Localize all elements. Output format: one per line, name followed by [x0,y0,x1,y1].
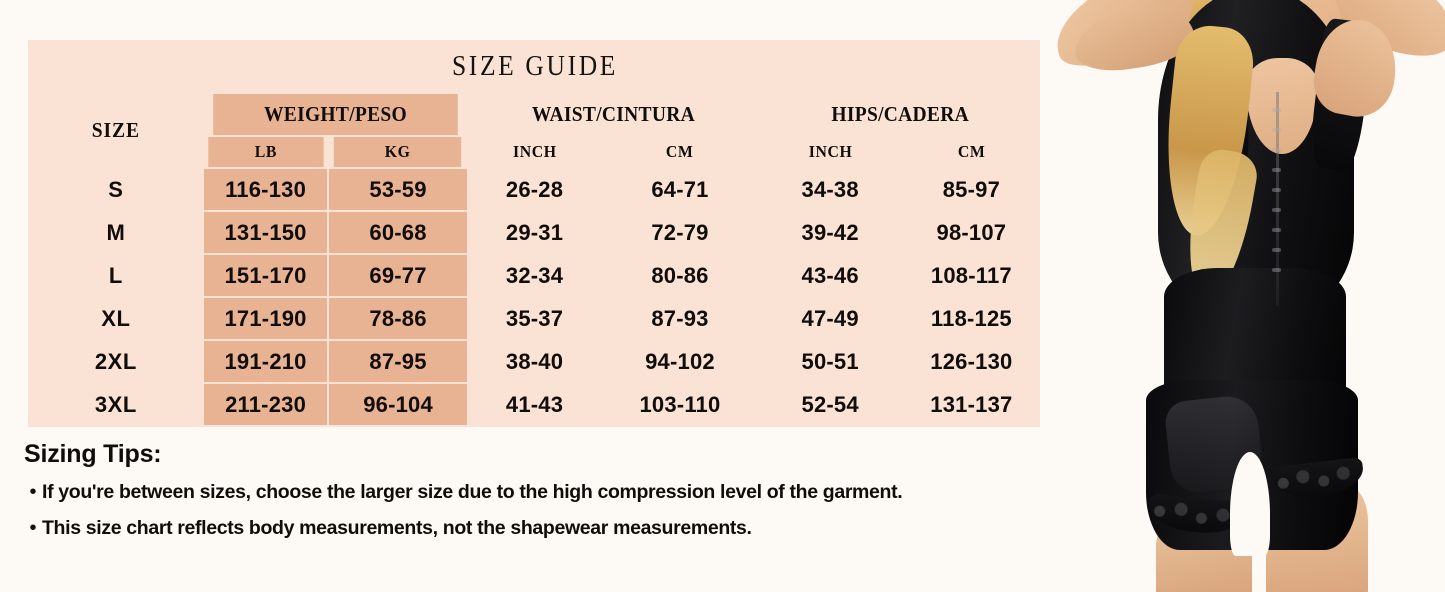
table-row: S 116-130 53-59 26-28 64-71 34-38 85-97 [30,169,1040,210]
cell-hips-cm: 118-125 [902,298,1040,339]
cell-weight-kg: 69-77 [329,255,467,296]
cell-waist-inch: 41-43 [468,384,601,425]
column-header-weight: WEIGHT/PESO [212,94,458,135]
cell-size: 2XL [30,341,202,382]
cell-waist-inch: 32-34 [468,255,601,296]
column-header-weight-lb: LB [208,137,324,167]
cell-hips-inch: 52-54 [759,384,901,425]
cell-weight-lb: 191-210 [203,341,328,382]
cell-waist-inch: 38-40 [468,341,601,382]
closure-hook-icon [1272,148,1281,152]
cell-waist-cm: 72-79 [602,212,758,253]
column-header-hips-inch: INCH [764,137,896,167]
cell-weight-lb: 171-190 [203,298,328,339]
cell-hips-inch: 34-38 [759,169,901,210]
column-header-waist: WAIST/CINTURA [478,94,748,135]
cell-weight-kg: 78-86 [329,298,467,339]
closure-hook-icon [1272,168,1281,172]
model-leg-gap [1230,452,1270,556]
column-header-size: SIZE [36,94,196,167]
size-guide-panel: SIZE GUIDE SIZE WEIGHT/PESO WAIST/CINTUR… [28,40,1042,427]
model-photo [1040,0,1445,592]
table-row: 3XL 211-230 96-104 41-43 103-110 52-54 1… [30,384,1040,425]
cell-hips-cm: 131-137 [902,384,1040,425]
cell-weight-lb: 116-130 [203,169,328,210]
table-row: M 131-150 60-68 29-31 72-79 39-42 98-107 [30,212,1040,253]
column-header-waist-cm: CM [607,137,753,167]
cell-size: L [30,255,202,296]
cell-waist-cm: 87-93 [602,298,758,339]
cell-weight-kg: 60-68 [329,212,467,253]
cell-waist-inch: 26-28 [468,169,601,210]
bullet-icon: • [29,517,37,539]
cell-hips-cm: 108-117 [902,255,1040,296]
table-row: L 151-170 69-77 32-34 80-86 43-46 108-11… [30,255,1040,296]
cell-hips-cm: 126-130 [902,341,1040,382]
cell-weight-lb: 131-150 [203,212,328,253]
table-header-row-units: LB KG INCH CM INCH CM [30,137,1040,167]
table-row: XL 171-190 78-86 35-37 87-93 47-49 118-1… [30,298,1040,339]
sizing-tips-heading: Sizing Tips: [24,440,162,468]
cell-hips-inch: 47-49 [759,298,901,339]
closure-hook-icon [1272,108,1281,112]
cell-size: M [30,212,202,253]
closure-hook-icon [1272,268,1281,272]
cell-size: S [30,169,202,210]
column-header-waist-inch: INCH [473,137,596,167]
cell-weight-lb: 211-230 [203,384,328,425]
sizing-tip-text: This size chart reflects body measuremen… [42,517,752,539]
cell-hips-inch: 39-42 [759,212,901,253]
list-item: • This size chart reflects body measurem… [24,514,984,543]
closure-hook-icon [1272,248,1281,252]
cell-waist-cm: 94-102 [602,341,758,382]
cell-weight-kg: 96-104 [329,384,467,425]
cell-size: 3XL [30,384,202,425]
cell-waist-inch: 29-31 [468,212,601,253]
table-row: 2XL 191-210 87-95 38-40 94-102 50-51 126… [30,341,1040,382]
sizing-tip-text: If you're between sizes, choose the larg… [42,481,903,503]
size-chart-table: SIZE WEIGHT/PESO WAIST/CINTURA HIPS/CADE… [28,92,1042,427]
sizing-tips-section: Sizing Tips: • If you're between sizes, … [24,440,984,550]
cell-waist-inch: 35-37 [468,298,601,339]
column-header-weight-kg: KG [334,137,462,167]
column-header-hips-cm: CM [907,137,1036,167]
cell-size: XL [30,298,202,339]
shapewear-front-closure [1276,92,1279,306]
cell-hips-cm: 85-97 [902,169,1040,210]
cell-hips-inch: 50-51 [759,341,901,382]
column-header-hips: HIPS/CADERA [769,94,1031,135]
cell-waist-cm: 103-110 [602,384,758,425]
cell-weight-kg: 87-95 [329,341,467,382]
cell-hips-cm: 98-107 [902,212,1040,253]
page-title: SIZE GUIDE [451,50,619,82]
bullet-icon: • [29,481,37,503]
table-header-row-primary: SIZE WEIGHT/PESO WAIST/CINTURA HIPS/CADE… [30,94,1040,167]
cell-weight-kg: 53-59 [329,169,467,210]
closure-hook-icon [1272,228,1281,232]
closure-hook-icon [1272,188,1281,192]
cell-waist-cm: 80-86 [602,255,758,296]
cell-waist-cm: 64-71 [602,169,758,210]
cell-hips-inch: 43-46 [759,255,901,296]
closure-hook-icon [1272,128,1281,132]
cell-weight-lb: 151-170 [203,255,328,296]
list-item: • If you're between sizes, choose the la… [24,478,984,507]
closure-hook-icon [1272,208,1281,212]
